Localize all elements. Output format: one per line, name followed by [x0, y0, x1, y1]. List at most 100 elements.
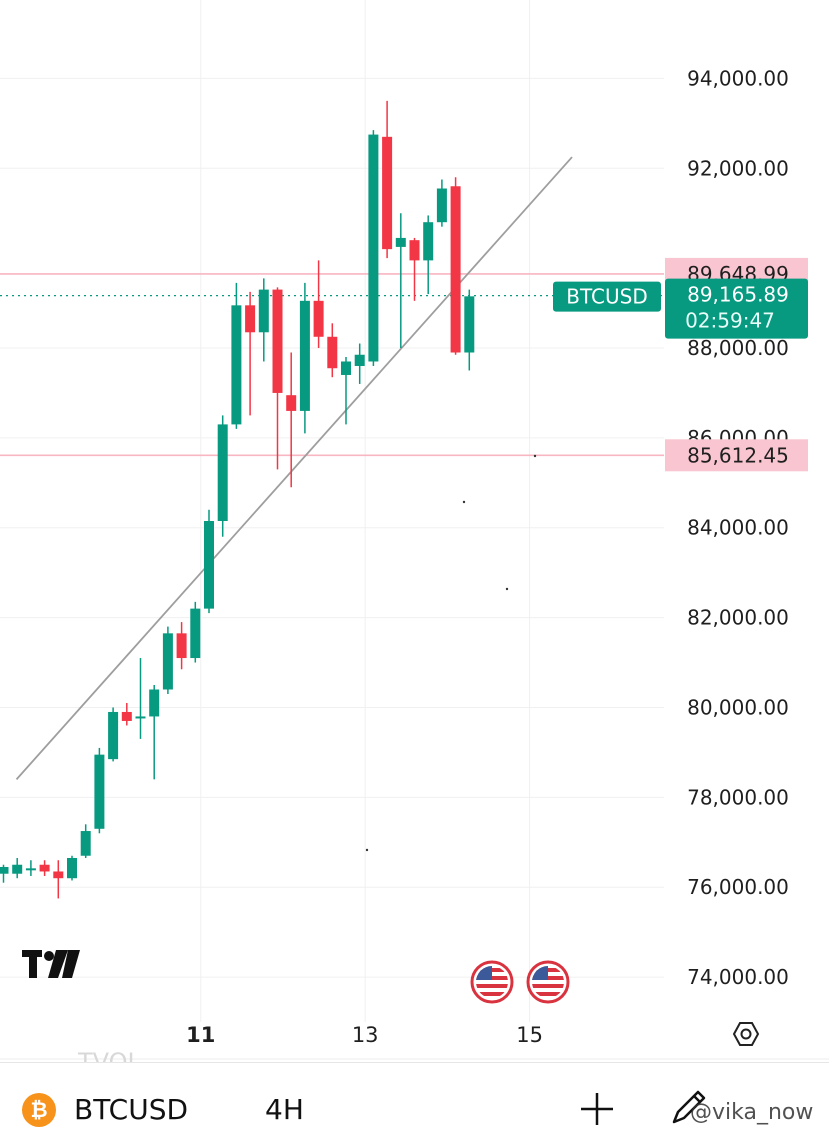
- chart-grid: [0, 0, 664, 1022]
- candle: [368, 130, 379, 366]
- candle: [67, 855, 77, 881]
- candle: [327, 323, 338, 378]
- stray-dot: [365, 848, 369, 852]
- candle-body: [395, 237, 406, 247]
- candle-body: [368, 134, 379, 362]
- symbol-button[interactable]: BTCUSD: [74, 1093, 189, 1126]
- price-tag-label: 85,612.45: [687, 443, 789, 467]
- candle: [0, 864, 9, 883]
- stray-dot: [533, 454, 537, 458]
- last-price-tag-bg: [665, 278, 808, 339]
- candle: [108, 707, 119, 762]
- symbol-tag-label: BTCUSD: [566, 285, 647, 309]
- candle: [258, 278, 269, 362]
- candle: [464, 289, 475, 371]
- time-axis[interactable]: 11 13 15: [0, 1023, 829, 1060]
- price-tick-label: 80,000.00: [687, 695, 789, 719]
- candle: [245, 291, 256, 416]
- candlestick-chart[interactable]: 94,000.0092,000.0088,000.0086,000.0084,0…: [0, 0, 829, 1060]
- candle-body: [80, 831, 91, 856]
- time-tick-label: 15: [516, 1023, 543, 1047]
- candle-body: [231, 305, 242, 425]
- time-tick-label: 13: [352, 1023, 379, 1047]
- candle-body: [217, 424, 228, 521]
- candle-body: [149, 689, 160, 717]
- candle: [80, 824, 91, 858]
- trendline: [15, 156, 573, 780]
- candle-body: [135, 716, 146, 719]
- candle-body: [354, 354, 365, 366]
- candle-body: [53, 871, 64, 879]
- candle: [409, 237, 420, 301]
- candle: [39, 860, 50, 876]
- settings-hexagon-icon[interactable]: [732, 1022, 760, 1046]
- candle-body: [450, 186, 461, 353]
- candles-layer[interactable]: [0, 100, 475, 899]
- candle: [204, 509, 214, 614]
- candle: [341, 356, 351, 425]
- candle-body: [313, 300, 324, 337]
- candle: [121, 702, 132, 726]
- stray-dot: [462, 500, 466, 504]
- candle-body: [423, 222, 434, 261]
- candle: [162, 626, 173, 694]
- candle: [299, 282, 310, 434]
- candle-body: [204, 521, 214, 609]
- candle-body: [258, 289, 269, 333]
- countdown-label: 02:59:47: [685, 309, 775, 333]
- candle-body: [286, 395, 297, 411]
- price-tick-label: 88,000.00: [687, 336, 789, 360]
- candle-body: [299, 300, 310, 411]
- price-tick-label: 78,000.00: [687, 785, 789, 809]
- interval-button[interactable]: 4H: [265, 1093, 304, 1126]
- price-axis[interactable]: 94,000.0092,000.0088,000.0086,000.0084,0…: [687, 66, 789, 989]
- us-flag-icon[interactable]: [526, 960, 570, 1004]
- candle: [231, 282, 242, 429]
- us-flag-icon[interactable]: [470, 960, 514, 1004]
- candle-body: [176, 633, 187, 659]
- trendline-layer[interactable]: [15, 156, 573, 780]
- candle-body: [108, 711, 119, 760]
- price-tag-bg: [665, 439, 808, 472]
- price-tick-label: 76,000.00: [687, 875, 789, 899]
- pen-icon[interactable]: [668, 1086, 710, 1128]
- candle-body: [190, 608, 201, 659]
- candle: [25, 860, 36, 876]
- candle: [286, 352, 297, 488]
- candle-body: [67, 857, 77, 879]
- price-tick-label: 84,000.00: [687, 516, 789, 540]
- price-tick-label: 82,000.00: [687, 606, 789, 630]
- stray-dot: [505, 587, 509, 591]
- candle: [313, 260, 324, 349]
- tradingview-logo-icon: [22, 950, 80, 978]
- candle: [450, 177, 461, 355]
- candle-body: [121, 711, 132, 721]
- candle-body: [94, 754, 105, 829]
- candle-body: [162, 633, 173, 690]
- candle-body: [12, 864, 23, 874]
- bitcoin-icon[interactable]: ₿: [22, 1093, 56, 1127]
- candle-body: [39, 864, 50, 872]
- candle: [382, 100, 393, 259]
- watermark-text: @vika_now: [690, 1100, 814, 1125]
- candle-body: [464, 296, 475, 353]
- candle: [423, 215, 434, 295]
- plus-icon[interactable]: [578, 1090, 616, 1128]
- candle: [176, 622, 187, 670]
- candle: [395, 213, 406, 349]
- time-tick-label: 11: [186, 1023, 215, 1047]
- last-price-label: 89,165.89: [687, 283, 789, 307]
- candle: [217, 415, 228, 537]
- price-tick-label: 92,000.00: [687, 156, 789, 180]
- candle-body: [327, 336, 338, 369]
- price-tick-label: 94,000.00: [687, 66, 789, 90]
- candle-body: [0, 866, 9, 874]
- candle-body: [245, 305, 256, 333]
- candle-body: [341, 361, 351, 375]
- price-tick-label: 74,000.00: [687, 965, 789, 989]
- candle: [135, 658, 146, 739]
- candle: [272, 287, 283, 470]
- candle-body: [25, 868, 36, 871]
- candle: [94, 747, 105, 834]
